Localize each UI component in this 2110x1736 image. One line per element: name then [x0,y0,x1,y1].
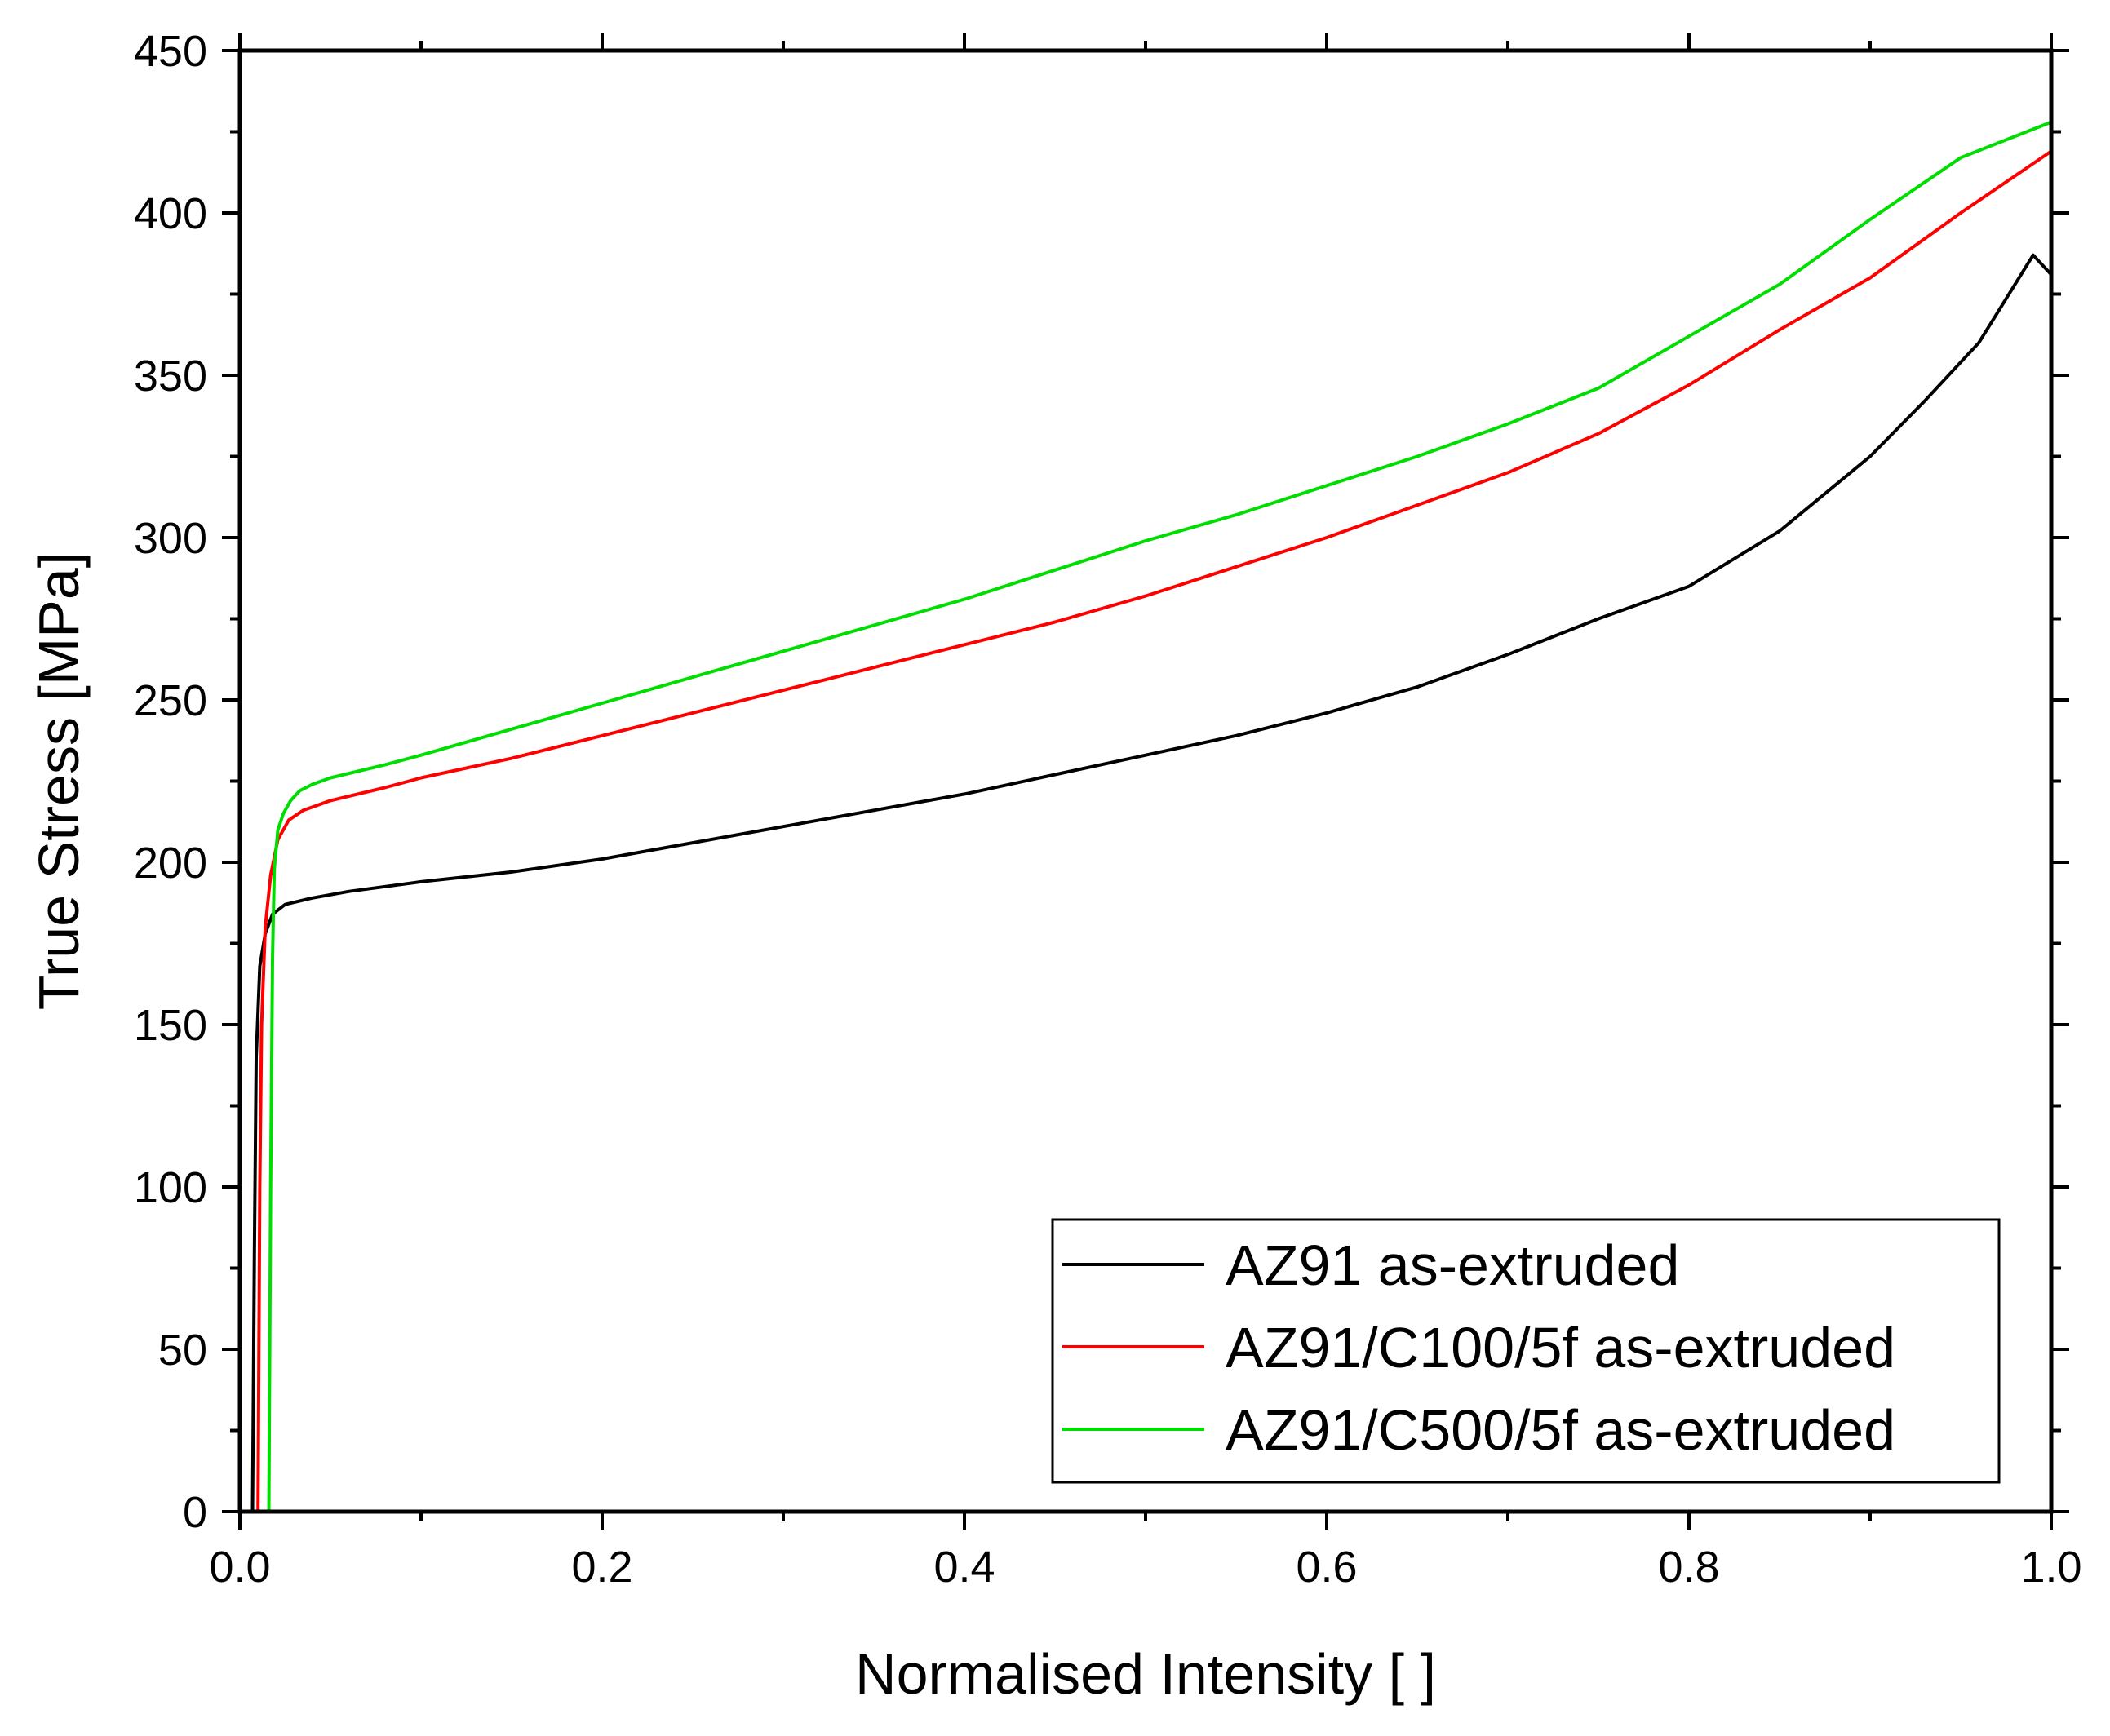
legend-label-0: AZ91 as-extruded [1226,1233,1679,1297]
legend-label-2: AZ91/C500/5f as-extruded [1226,1398,1895,1462]
y-tick-label: 200 [134,839,207,888]
y-tick-label: 350 [134,352,207,401]
y-tick-label: 450 [134,27,207,76]
x-tick-label: 1.0 [2020,1543,2081,1592]
y-tick-label: 100 [134,1163,207,1212]
y-tick-label: 0 [183,1488,207,1537]
y-tick-label: 150 [134,1001,207,1050]
axis-ticks: 0.0 0.2 0.4 0.6 0.8 1.0 0 50 100 150 200 250 300 350 4… [134,27,2082,1592]
x-tick-label: 0.2 [571,1543,632,1592]
x-axis-title: Normalised Intensity [ ] [855,1642,1436,1706]
legend-box [1051,1218,2001,1484]
y-tick-label: 400 [134,189,207,238]
y-tick-label: 50 [158,1326,207,1375]
plot-lines [250,120,2053,1512]
x-tick-label: 0.8 [1658,1543,1719,1592]
y-tick-label: 300 [134,514,207,563]
series-line-2 [267,120,2052,1512]
x-tick-label: 0.4 [933,1543,995,1592]
legend-label-1: AZ91/C100/5f as-extruded [1226,1316,1895,1380]
y-axis-title: True Stress [MPa] [27,552,91,1010]
x-tick-label: 0.0 [209,1543,270,1592]
y-tick-label: 250 [134,676,207,725]
x-tick-label: 0.6 [1296,1543,1357,1592]
legend: AZ91 as-extruded AZ91/C100/5f as-extruded… [1051,1218,2001,1484]
